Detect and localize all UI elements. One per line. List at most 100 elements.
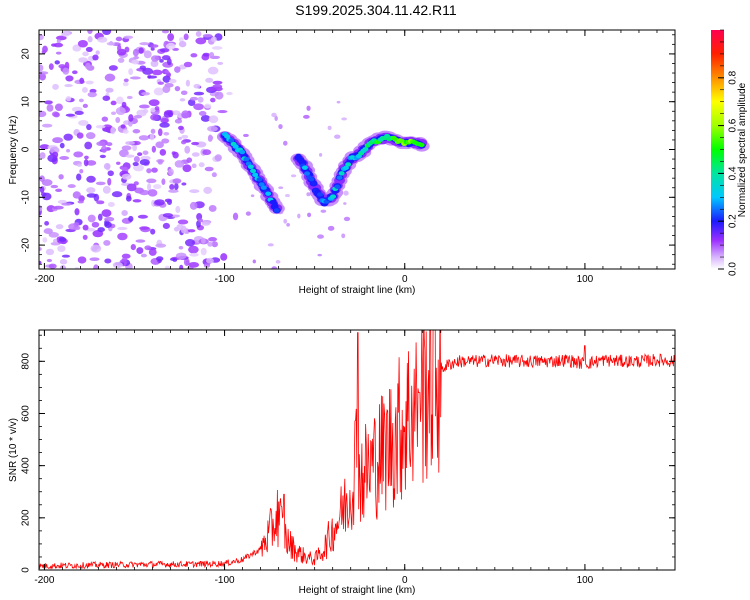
noise-blob: [214, 154, 222, 162]
snr-x-ticks: -200 -100 0 100: [34, 330, 676, 586]
ridge-mark: [317, 192, 324, 197]
noise-blob: [104, 221, 112, 228]
noise-blob: [84, 141, 93, 150]
ridge-mark: [330, 194, 337, 199]
noise-blob: [133, 164, 144, 172]
noise-blob: [87, 214, 96, 223]
noise-blob: [153, 87, 164, 96]
noise-blob: [162, 213, 174, 218]
noise-blob: [87, 30, 93, 35]
noise-blob: [165, 42, 176, 50]
noise-blob: [303, 114, 310, 119]
noise-blob: [86, 175, 96, 183]
colorbar-tick-label: 0.0: [728, 262, 739, 276]
noise-blob: [154, 106, 160, 111]
noise-blob: [207, 125, 218, 132]
noise-blob: [59, 156, 70, 160]
noise-blob: [195, 37, 207, 45]
noise-blob: [74, 110, 84, 116]
noise-blob: [104, 258, 112, 264]
noise-blob: [161, 138, 170, 144]
noise-blob: [61, 30, 71, 37]
noise-blob: [137, 152, 143, 157]
noise-blob: [183, 258, 190, 266]
noise-blob: [203, 263, 211, 268]
noise-blob: [52, 151, 59, 158]
noise-blob: [132, 48, 139, 57]
noise-blob: [72, 191, 81, 199]
noise-blob: [46, 258, 53, 263]
noise-blob: [278, 124, 283, 130]
noise-blob: [171, 110, 181, 116]
noise-blob: [307, 212, 312, 218]
noise-blob: [191, 152, 200, 157]
noise-blob: [106, 42, 116, 46]
noise-blob: [128, 114, 134, 122]
noise-blob: [95, 181, 106, 186]
noise-blob: [190, 96, 199, 101]
noise-blob: [82, 103, 88, 108]
noise-blob: [146, 178, 157, 184]
noise-blob: [77, 256, 87, 264]
ridge-mark: [297, 158, 304, 163]
noise-blob: [174, 66, 181, 73]
y-tick-label: 0: [21, 146, 32, 152]
noise-blob: [343, 190, 349, 196]
noise-blob: [147, 183, 152, 191]
noise-blob: [139, 226, 150, 230]
noise-blob: [99, 154, 106, 159]
noise-blob: [115, 107, 126, 116]
snr-panel: -200 -100 0 100 0 200 400 600 800 Height of str…: [8, 329, 676, 596]
noise-blob: [90, 244, 102, 253]
noise-blob: [283, 140, 288, 146]
noise-blob: [178, 37, 184, 43]
noise-blob: [159, 48, 170, 53]
ridge-mark: [343, 165, 350, 171]
noise-blob: [65, 95, 72, 102]
ridge-mark: [250, 168, 257, 174]
ridge-mark: [362, 146, 369, 152]
noise-blob: [50, 184, 59, 189]
noise-blob: [132, 162, 139, 167]
noise-blob: [155, 256, 164, 262]
noise-blob: [65, 113, 76, 117]
noise-blob: [58, 237, 67, 242]
noise-blob: [200, 115, 211, 122]
noise-blob: [205, 77, 214, 83]
noise-blob: [77, 200, 84, 204]
noise-blob: [54, 60, 60, 65]
noise-blob: [61, 202, 72, 206]
ridge-mark: [310, 181, 317, 186]
noise-blob: [286, 223, 290, 227]
noise-blob: [115, 117, 121, 123]
noise-blob: [210, 97, 216, 103]
noise-blob: [180, 140, 187, 145]
noise-blob: [39, 260, 42, 265]
noise-blob: [285, 193, 290, 198]
noise-blob: [306, 192, 311, 197]
noise-blob: [245, 211, 251, 216]
noise-blob: [56, 39, 61, 43]
noise-blob: [153, 184, 162, 190]
y-tick-label: 0: [21, 567, 32, 573]
noise-blob: [327, 225, 335, 231]
noise-blob: [92, 54, 99, 61]
noise-blob: [136, 109, 147, 117]
noise-blob: [110, 126, 116, 135]
noise-blob: [172, 151, 179, 159]
noise-blob: [39, 205, 43, 212]
noise-blob: [125, 141, 135, 145]
noise-blob: [133, 114, 143, 119]
noise-blob: [161, 178, 166, 185]
noise-blob: [86, 187, 96, 194]
noise-blob: [185, 79, 191, 87]
noise-blob: [64, 83, 73, 88]
noise-blob: [182, 164, 192, 173]
noise-blob: [278, 186, 284, 189]
noise-blob: [132, 129, 141, 134]
spectrogram-x-label: Height of straight line (km): [299, 285, 416, 296]
noise-blob: [104, 216, 115, 222]
noise-blob: [103, 163, 111, 170]
noise-blob: [130, 243, 136, 251]
noise-blob: [48, 263, 57, 269]
